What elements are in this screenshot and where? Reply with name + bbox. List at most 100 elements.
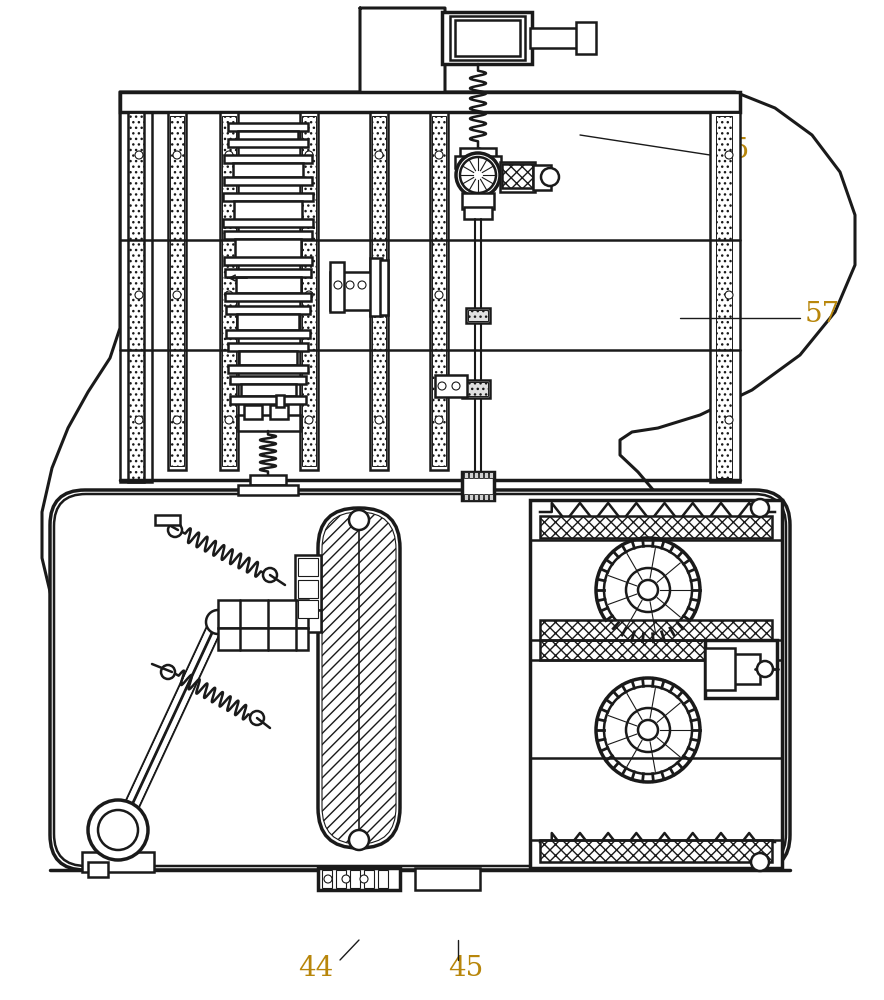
Circle shape <box>88 800 148 860</box>
Circle shape <box>435 151 443 159</box>
Bar <box>222 116 236 466</box>
Bar <box>224 177 312 185</box>
Bar <box>474 472 478 478</box>
Bar <box>540 516 772 538</box>
Circle shape <box>460 157 496 193</box>
Bar <box>276 395 284 407</box>
Bar <box>225 269 311 277</box>
Bar <box>295 555 321 610</box>
Bar <box>540 620 772 640</box>
Bar <box>330 262 344 312</box>
Circle shape <box>725 151 733 159</box>
Bar <box>464 494 468 500</box>
Bar <box>224 155 312 163</box>
Circle shape <box>751 499 769 517</box>
Bar <box>218 628 308 650</box>
Circle shape <box>604 686 692 774</box>
Circle shape <box>358 281 366 289</box>
Circle shape <box>135 291 143 299</box>
Circle shape <box>435 291 443 299</box>
Circle shape <box>225 291 233 299</box>
Bar <box>295 610 321 632</box>
Bar <box>450 16 525 60</box>
Bar <box>705 654 760 684</box>
Circle shape <box>349 510 369 530</box>
Bar <box>220 112 238 470</box>
Bar <box>336 870 346 888</box>
Bar <box>330 272 375 310</box>
Bar <box>468 310 488 321</box>
Bar <box>226 306 310 314</box>
Circle shape <box>349 830 369 850</box>
Bar <box>464 207 492 219</box>
Bar <box>350 870 360 888</box>
Bar <box>380 260 388 315</box>
Bar <box>378 870 388 888</box>
Circle shape <box>751 853 769 871</box>
Circle shape <box>305 291 313 299</box>
Bar <box>716 116 732 478</box>
Bar <box>270 405 288 419</box>
Bar <box>234 201 302 220</box>
Circle shape <box>135 416 143 424</box>
Bar <box>484 472 488 478</box>
Bar <box>120 112 152 482</box>
Text: 55: 55 <box>715 136 751 163</box>
Bar <box>228 343 308 351</box>
Bar <box>430 112 448 470</box>
Bar <box>88 862 108 877</box>
Circle shape <box>596 538 700 642</box>
Bar <box>489 494 493 500</box>
Text: 45: 45 <box>448 954 484 982</box>
Circle shape <box>334 281 342 289</box>
Bar <box>298 580 318 598</box>
Bar <box>415 868 480 890</box>
Bar <box>230 376 306 384</box>
Bar <box>241 384 296 396</box>
Bar <box>432 116 446 466</box>
Circle shape <box>346 281 354 289</box>
Circle shape <box>173 151 181 159</box>
Bar <box>236 277 301 293</box>
Circle shape <box>435 416 443 424</box>
FancyBboxPatch shape <box>318 508 400 848</box>
Bar <box>442 12 532 64</box>
Bar <box>705 640 777 698</box>
FancyBboxPatch shape <box>50 490 790 870</box>
Bar <box>540 640 772 660</box>
Circle shape <box>135 151 143 159</box>
Bar <box>322 870 332 888</box>
Circle shape <box>638 580 658 600</box>
Bar <box>462 193 494 209</box>
Text: 57: 57 <box>805 302 841 328</box>
Bar <box>238 485 298 495</box>
Circle shape <box>206 610 230 634</box>
Bar <box>228 139 308 147</box>
Bar <box>469 494 473 500</box>
Circle shape <box>173 291 181 299</box>
Bar <box>464 472 468 478</box>
Circle shape <box>375 416 383 424</box>
Bar <box>474 494 478 500</box>
Bar <box>224 257 312 265</box>
Bar <box>455 156 501 168</box>
Bar <box>168 112 186 470</box>
Circle shape <box>757 661 773 677</box>
FancyBboxPatch shape <box>55 495 785 865</box>
Circle shape <box>225 416 233 424</box>
Bar <box>244 405 262 419</box>
Bar <box>239 351 297 365</box>
Bar <box>479 494 483 500</box>
Bar <box>710 112 740 482</box>
Bar <box>462 380 490 398</box>
Bar <box>230 396 306 404</box>
Bar <box>484 494 488 500</box>
Circle shape <box>438 382 446 390</box>
Bar <box>500 162 535 192</box>
Bar <box>469 472 473 478</box>
Bar <box>155 515 180 525</box>
Bar <box>530 28 580 48</box>
Bar <box>128 112 144 482</box>
Bar <box>233 163 303 177</box>
Bar <box>489 472 493 478</box>
